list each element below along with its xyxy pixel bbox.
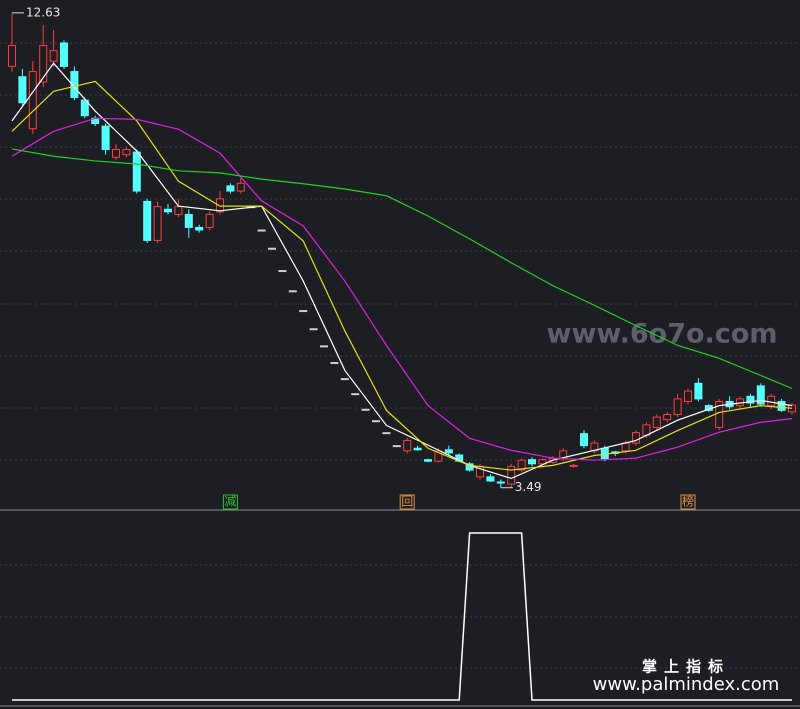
signal-box xyxy=(680,494,696,510)
candle-body xyxy=(70,71,79,99)
ma-line xyxy=(11,80,793,471)
candle-body xyxy=(621,442,630,452)
candle-body xyxy=(351,393,360,396)
candle-body xyxy=(569,464,578,467)
candle-body xyxy=(652,416,661,428)
candle-body xyxy=(80,99,89,117)
candle-body xyxy=(673,398,682,415)
candle-body xyxy=(309,328,318,331)
candle-body xyxy=(28,71,37,130)
candle-body xyxy=(392,445,401,448)
ma-line xyxy=(11,62,793,480)
candle-body xyxy=(746,395,755,404)
candle-body xyxy=(777,400,786,411)
candle-body xyxy=(330,362,339,365)
candle-body xyxy=(684,390,692,402)
candle-body xyxy=(143,200,152,241)
candle-body xyxy=(694,382,703,400)
candle-body xyxy=(528,459,536,465)
candle-body xyxy=(756,385,765,405)
candle-body xyxy=(205,213,214,228)
ma-line xyxy=(11,148,793,390)
candle-body xyxy=(164,208,172,213)
candle-body xyxy=(236,182,245,192)
ma-line xyxy=(11,117,793,461)
candle-body xyxy=(195,226,204,231)
candle-body xyxy=(299,310,308,313)
watermark: www.6o7o.com xyxy=(547,319,778,350)
candle-body xyxy=(663,413,672,421)
candle-body xyxy=(278,270,287,273)
signal-box xyxy=(399,494,415,510)
signal: 回 xyxy=(401,495,413,509)
candle-body xyxy=(767,395,776,407)
watermark: www.palmindex.com xyxy=(593,674,780,695)
candle-body xyxy=(288,290,297,293)
candle-body xyxy=(8,45,16,67)
max-label: 12.63 xyxy=(26,5,60,19)
candle-body xyxy=(39,45,48,83)
candle-body xyxy=(226,185,235,192)
candle-body xyxy=(153,206,162,241)
indicator-line xyxy=(12,532,792,701)
signal: 减 xyxy=(224,495,236,509)
candle-body xyxy=(49,50,58,62)
candle-body xyxy=(216,198,224,213)
candle-body xyxy=(101,125,110,150)
candle-body xyxy=(486,476,495,482)
candle-body xyxy=(517,459,526,471)
candle-body xyxy=(174,206,183,215)
min-label: 3.49 xyxy=(515,480,542,494)
candle-body xyxy=(424,459,432,462)
candle-body xyxy=(184,213,193,228)
candle-body xyxy=(320,345,328,348)
candle-body xyxy=(361,408,370,411)
candle-body xyxy=(507,465,516,485)
candle-body xyxy=(444,449,453,454)
candle-body xyxy=(340,378,349,381)
watermark: 掌上指标 xyxy=(642,658,730,676)
signal-box xyxy=(222,494,238,510)
candle-body xyxy=(538,459,547,465)
candle-body xyxy=(372,420,380,423)
candle-body xyxy=(413,447,422,451)
candle-body xyxy=(257,229,266,232)
candle-body xyxy=(60,42,68,67)
candle-body xyxy=(580,433,588,447)
candle-body xyxy=(112,148,120,158)
candle-body xyxy=(403,439,412,452)
candle-body xyxy=(122,148,131,156)
candle-body xyxy=(632,432,640,444)
candle-body xyxy=(268,247,276,250)
candle-body xyxy=(382,432,391,435)
candle-body xyxy=(18,76,27,104)
candle-body xyxy=(496,481,505,484)
signal: 榜 xyxy=(682,494,694,509)
candle-body xyxy=(132,151,141,192)
